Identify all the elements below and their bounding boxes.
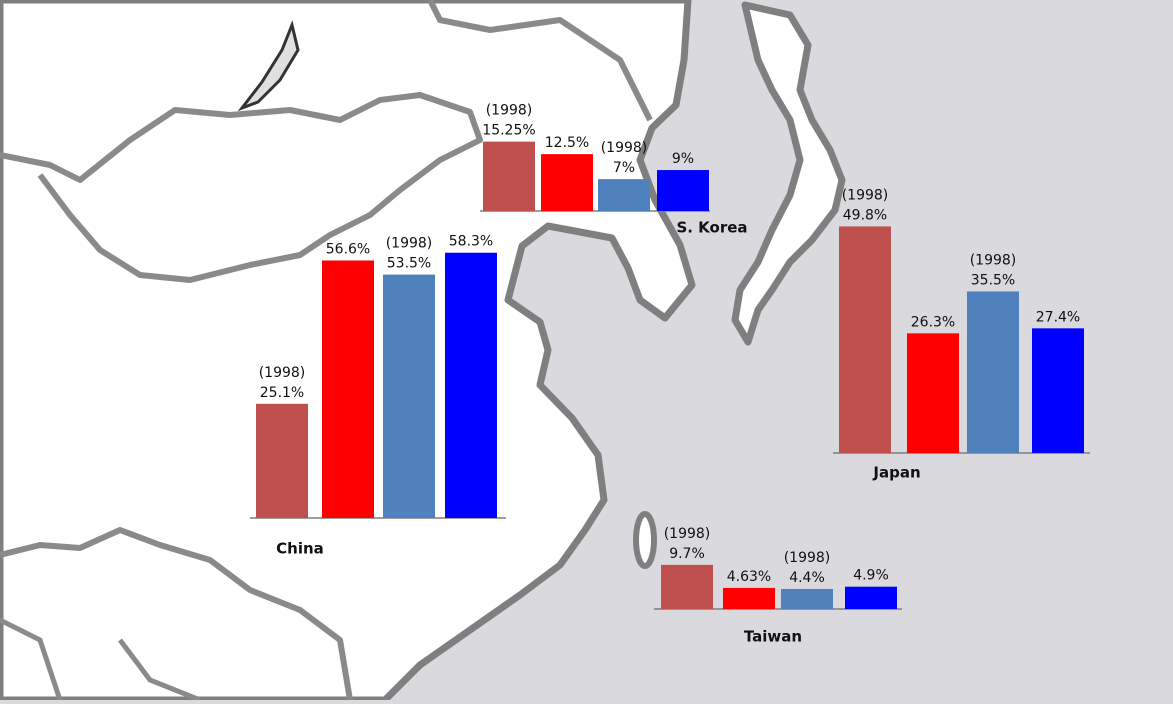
bar — [598, 179, 650, 211]
annotation: (1998) — [784, 550, 831, 566]
annotation: (1998) — [486, 103, 533, 119]
bar — [845, 586, 897, 609]
value-label: 53.5% — [387, 256, 431, 272]
value-label: 49.8% — [843, 207, 887, 223]
border — [427, 0, 653, 122]
value-label: 58.3% — [449, 234, 493, 250]
value-label: 25.1% — [260, 385, 304, 401]
value-label: 4.63% — [727, 569, 771, 585]
bar — [445, 252, 497, 519]
value-label: 27.4% — [1036, 309, 1080, 325]
bar — [907, 333, 959, 453]
bar — [541, 154, 593, 211]
value-label: 4.4% — [789, 570, 825, 586]
value-label: 4.9% — [853, 568, 889, 584]
value-label: 7% — [613, 160, 635, 176]
value-label: 56.6% — [326, 241, 370, 257]
bar — [322, 260, 374, 518]
bar — [967, 291, 1019, 453]
bar — [657, 170, 709, 211]
value-label: 12.5% — [545, 135, 589, 151]
border — [0, 617, 201, 703]
annotation: (1998) — [601, 140, 648, 156]
taiwan-island — [633, 511, 657, 569]
annotation: (1998) — [842, 187, 889, 203]
annotation: (1998) — [259, 365, 306, 381]
bar — [483, 141, 535, 211]
bar — [1032, 328, 1084, 453]
value-label: 9.7% — [669, 546, 705, 562]
japan — [731, 1, 846, 346]
annotation: (1998) — [664, 526, 711, 542]
region-title: Japan — [872, 464, 920, 482]
bar — [723, 587, 775, 609]
border — [0, 527, 353, 701]
bar — [839, 226, 891, 453]
region-title: Taiwan — [744, 628, 802, 646]
region-title: S. Korea — [676, 219, 747, 237]
bar — [661, 564, 713, 609]
bar — [383, 274, 435, 518]
annotation: (1998) — [386, 236, 433, 252]
value-label: 15.25% — [482, 123, 535, 139]
value-label: 26.3% — [911, 314, 955, 330]
region-title: China — [276, 540, 324, 558]
sakhalin — [237, 20, 300, 112]
annotation: (1998) — [970, 252, 1017, 268]
bar — [256, 403, 308, 518]
value-label: 9% — [672, 151, 694, 167]
bar — [781, 588, 833, 609]
value-label: 35.5% — [971, 272, 1015, 288]
border — [0, 92, 483, 283]
